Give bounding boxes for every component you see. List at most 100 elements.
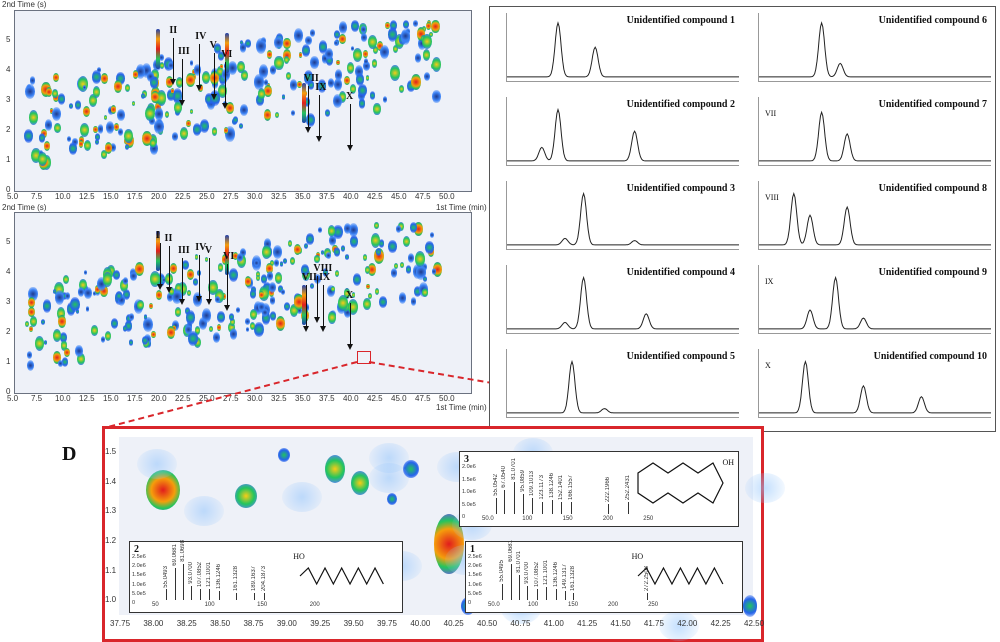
contour-spot bbox=[334, 69, 343, 81]
contour-spot bbox=[111, 317, 119, 330]
chromatogram-5: Unidentified compound 5 bbox=[506, 349, 739, 418]
panel-d-zoom: 37.75 38.00 38.25 38.50 38.75 39.00 39.25 39.50… bbox=[102, 426, 785, 642]
contour-spot bbox=[57, 306, 66, 321]
contour-spot bbox=[314, 254, 320, 264]
contour-spot bbox=[387, 27, 398, 43]
contour-spot bbox=[78, 140, 84, 148]
contour-spot bbox=[333, 247, 340, 258]
spectrum-peak bbox=[646, 592, 648, 600]
contour-spot bbox=[201, 308, 212, 324]
contour-spot bbox=[213, 43, 221, 55]
contour-spot bbox=[105, 142, 113, 154]
contour-spot bbox=[95, 138, 100, 146]
contour-spot bbox=[294, 243, 302, 256]
arrow-head bbox=[196, 85, 203, 91]
plot-a-y-axis-label: 2nd Time (s) bbox=[2, 0, 47, 9]
contour-spot bbox=[97, 66, 101, 73]
compound-marker-arrow bbox=[319, 95, 321, 137]
contour-spot bbox=[218, 83, 228, 99]
contour-spot bbox=[341, 245, 346, 252]
contour-spot bbox=[262, 244, 271, 259]
contour-spot bbox=[382, 96, 388, 103]
contour-spot bbox=[128, 338, 134, 347]
contour-spot bbox=[304, 303, 310, 312]
contour-spot bbox=[167, 89, 175, 101]
zoom-contour-spot bbox=[324, 455, 345, 484]
contour-spot bbox=[350, 235, 359, 248]
spectrum-y-tick: 0 bbox=[132, 600, 136, 606]
contour-spot bbox=[49, 108, 54, 114]
contour-spot bbox=[28, 325, 33, 333]
contour-spot bbox=[151, 330, 156, 339]
chromatogram-6: Unidentified compound 6 bbox=[758, 13, 991, 82]
contour-spot bbox=[53, 329, 62, 342]
spectrum-y-tick: 1.5e6 bbox=[132, 572, 146, 579]
spectrum-x-tick: 150 bbox=[568, 602, 579, 608]
spectrum-peak-label: 69.0681 bbox=[172, 543, 179, 566]
spectrum-peak-label: 109.1013 bbox=[529, 470, 536, 496]
contour-spot bbox=[93, 125, 98, 133]
contour-spot bbox=[283, 37, 291, 50]
contour-spot bbox=[193, 337, 201, 349]
contour-spot bbox=[373, 103, 381, 115]
contour-spot bbox=[175, 77, 183, 89]
contour-spot bbox=[326, 251, 331, 259]
contour-spot bbox=[216, 323, 222, 332]
contour-spot bbox=[398, 84, 404, 94]
contour-spot bbox=[297, 306, 302, 314]
contour-spot bbox=[422, 288, 428, 297]
spectrum-y-tick: 2.5e6 bbox=[132, 554, 146, 560]
mass-spectrum-1: 1 2.5e6 2.0e6 1.5e6 1.0e6 5.0e5 0 50.0 100 150 200… bbox=[465, 540, 743, 613]
spectrum-peak-label: 81.0701 bbox=[510, 458, 517, 480]
spectrum-x-tick: 50 bbox=[152, 602, 159, 608]
contour-spot bbox=[69, 142, 78, 156]
spectrum-number: 3 bbox=[464, 454, 469, 465]
contour-spot bbox=[80, 122, 90, 138]
contour-spot bbox=[226, 101, 234, 114]
contour-spot bbox=[364, 58, 369, 66]
zoom-x-tick-label: 39.50 bbox=[343, 619, 364, 628]
contour-spot bbox=[287, 239, 293, 248]
compound-marker-label: VI bbox=[221, 49, 233, 60]
x-tick-label: 42.5 bbox=[367, 192, 383, 201]
contour-spot bbox=[180, 126, 189, 140]
x-tick-label: 47.5 bbox=[415, 394, 431, 403]
compound-marker-arrow bbox=[199, 255, 201, 297]
gcxgc-contour-plot-b bbox=[14, 212, 472, 394]
contour-spot bbox=[63, 275, 69, 285]
contour-streak bbox=[224, 32, 229, 73]
contour-spot bbox=[350, 46, 355, 52]
y-tick-label: 2 bbox=[6, 125, 11, 134]
chromatogram-title: Unidentified compound 1 bbox=[626, 15, 735, 26]
spectrum-peak-label: 121.1001 bbox=[543, 560, 550, 586]
spectrum-peak bbox=[572, 592, 574, 600]
contour-spot bbox=[82, 85, 86, 91]
zoom-contour-spot bbox=[234, 483, 257, 508]
spectrum-peak-label: 81.0698 bbox=[179, 540, 186, 562]
zoom-region-box bbox=[357, 351, 371, 364]
contour-spot bbox=[405, 265, 412, 274]
contour-spot bbox=[325, 47, 333, 60]
arrow-head bbox=[320, 326, 327, 332]
contour-spot bbox=[325, 54, 334, 67]
molecule-structure bbox=[637, 462, 725, 504]
spectrum-peak bbox=[532, 498, 534, 514]
structure-bonds bbox=[637, 462, 725, 504]
contour-spot bbox=[53, 72, 60, 82]
contour-spot bbox=[169, 262, 178, 275]
contour-spot bbox=[416, 263, 427, 280]
spectrum-x-tick: 100 bbox=[522, 516, 533, 522]
contour-spot bbox=[24, 320, 29, 328]
contour-spot bbox=[205, 92, 213, 105]
molecule-structure bbox=[299, 566, 384, 586]
contour-spot bbox=[366, 284, 370, 290]
contour-spot bbox=[379, 44, 389, 60]
spectrum-peak bbox=[570, 502, 572, 514]
contour-streak bbox=[156, 231, 161, 271]
spectrum-peak-label: 149.1317 bbox=[561, 563, 568, 589]
contour-spot bbox=[52, 93, 59, 103]
contour-spot bbox=[267, 271, 274, 282]
contour-spot bbox=[215, 295, 220, 303]
contour-spot bbox=[124, 83, 131, 93]
spectrum-peak bbox=[551, 500, 553, 514]
